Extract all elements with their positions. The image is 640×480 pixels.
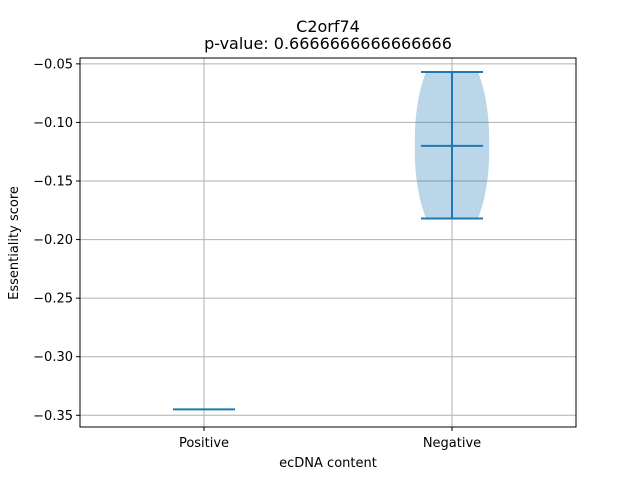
grid-lines: [80, 58, 576, 427]
y-tick-label: −0.15: [33, 175, 73, 190]
x-axis-label: ecDNA content: [279, 456, 377, 471]
violin-marks: [173, 71, 490, 411]
y-tick-label: −0.10: [33, 116, 73, 131]
axes: −0.35 −0.30 −0.25 −0.20 −0.15 −0.10 −0.05 Posit…: [33, 57, 577, 451]
y-tick-label: −0.05: [33, 57, 73, 72]
plot-frame: [79, 57, 577, 428]
y-tick-label: −0.25: [33, 292, 73, 307]
chart-title: C2orf74: [296, 17, 360, 36]
chart-subtitle: p-value: 0.6666666666666666: [204, 34, 452, 53]
x-tick-label: Negative: [423, 436, 481, 451]
x-tick-label: Positive: [179, 436, 229, 451]
y-tick-label: −0.35: [33, 409, 73, 424]
y-tick-label: −0.30: [33, 350, 73, 365]
y-axis-label: Essentiality score: [7, 186, 22, 300]
y-tick-label: −0.20: [33, 233, 73, 248]
